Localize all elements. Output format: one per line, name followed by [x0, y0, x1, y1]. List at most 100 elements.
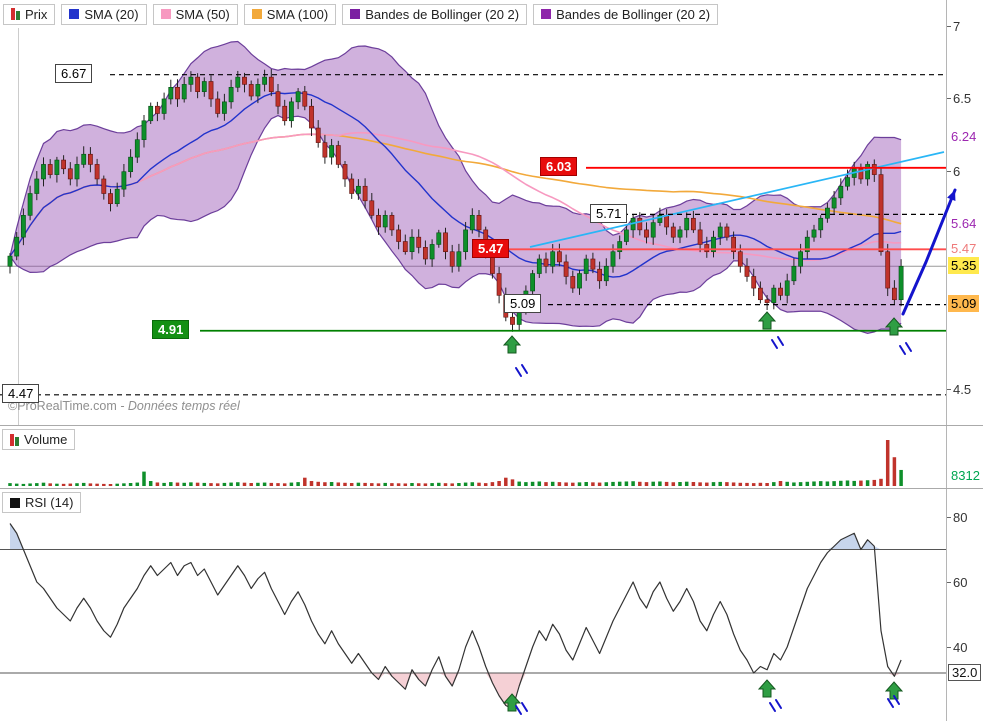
volume-bar[interactable]: [148, 481, 153, 486]
volume-bar[interactable]: [504, 477, 508, 486]
candle[interactable]: [161, 92, 167, 120]
candle[interactable]: [309, 98, 314, 137]
volume-bar[interactable]: [872, 479, 877, 486]
candle[interactable]: [108, 188, 113, 212]
candle[interactable]: [295, 88, 301, 110]
volume-bar[interactable]: [772, 482, 776, 486]
volume-bar[interactable]: [537, 481, 542, 486]
volume-bar[interactable]: [356, 482, 361, 486]
candle[interactable]: [34, 171, 40, 201]
volume-bar[interactable]: [115, 483, 119, 486]
volume-bar[interactable]: [182, 482, 186, 486]
volume-bar[interactable]: [75, 483, 79, 486]
volume-bar[interactable]: [698, 482, 702, 486]
volume-bar[interactable]: [41, 482, 46, 486]
candle[interactable]: [818, 215, 824, 238]
volume-bar[interactable]: [651, 481, 655, 486]
price-level-label[interactable]: 5.09: [504, 294, 542, 314]
bollinger-lower-line[interactable]: [9, 114, 902, 334]
volume-bar[interactable]: [812, 481, 816, 486]
candle[interactable]: [650, 214, 656, 245]
volume-bar[interactable]: [8, 483, 12, 486]
price-level-label[interactable]: 4.47: [2, 384, 40, 404]
candle[interactable]: [751, 268, 757, 297]
candle[interactable]: [670, 222, 676, 243]
candle[interactable]: [362, 178, 368, 209]
candle[interactable]: [282, 99, 288, 126]
volume-bar[interactable]: [785, 481, 789, 486]
candle[interactable]: [402, 234, 408, 255]
volume-bar[interactable]: [483, 483, 488, 486]
volume-bar[interactable]: [336, 482, 341, 486]
volume-bar[interactable]: [725, 482, 729, 486]
volume-bar[interactable]: [175, 482, 180, 486]
volume-bar[interactable]: [885, 440, 890, 486]
candle[interactable]: [275, 84, 281, 115]
volume-bar[interactable]: [591, 482, 595, 486]
candle[interactable]: [376, 208, 381, 235]
candle[interactable]: [784, 273, 790, 304]
candle[interactable]: [248, 80, 254, 101]
volume-bar[interactable]: [497, 481, 501, 486]
candle[interactable]: [396, 224, 401, 250]
volume-bar[interactable]: [564, 482, 568, 486]
candle[interactable]: [215, 91, 221, 118]
price-plot[interactable]: [0, 0, 946, 425]
candle[interactable]: [744, 258, 750, 282]
candle[interactable]: [222, 93, 227, 121]
volume-bar[interactable]: [430, 483, 434, 486]
volume-bar[interactable]: [236, 482, 240, 486]
candle[interactable]: [342, 161, 348, 187]
price-axis[interactable]: 7 6.5 6 4.5 6.24 5.64 5.47 5.35 5.09 8312 80 60 40 32…: [946, 0, 983, 721]
volume-bar[interactable]: [644, 482, 649, 486]
rsi-line[interactable]: [9, 523, 902, 710]
candle[interactable]: [711, 230, 716, 258]
volume-bar[interactable]: [450, 483, 454, 486]
volume-bar[interactable]: [892, 457, 897, 486]
volume-bar[interactable]: [242, 482, 247, 486]
volume-bar[interactable]: [638, 481, 642, 486]
volume-bar[interactable]: [316, 481, 320, 486]
volume-bar[interactable]: [731, 482, 736, 486]
candle[interactable]: [54, 156, 60, 183]
volume-bar[interactable]: [390, 483, 394, 486]
bollinger-band-fill[interactable]: [10, 41, 902, 334]
volume-bar[interactable]: [229, 482, 233, 486]
candle[interactable]: [449, 244, 455, 273]
candle[interactable]: [81, 146, 87, 168]
volume-bar[interactable]: [323, 482, 327, 486]
volume-bar[interactable]: [282, 483, 287, 486]
rsi-legend[interactable]: RSI (14): [2, 492, 82, 513]
sma20-line[interactable]: [9, 91, 902, 278]
candle[interactable]: [262, 69, 267, 92]
candle[interactable]: [168, 79, 174, 105]
volume-bar[interactable]: [517, 481, 521, 486]
volume-bar[interactable]: [664, 481, 669, 486]
candle[interactable]: [590, 252, 596, 274]
volume-legend[interactable]: Volume: [2, 429, 76, 450]
volume-bar[interactable]: [195, 482, 200, 486]
volume-bar[interactable]: [490, 482, 495, 486]
volume-bar[interactable]: [55, 483, 59, 486]
candle[interactable]: [443, 227, 448, 260]
candle[interactable]: [355, 179, 361, 200]
candle[interactable]: [469, 208, 475, 234]
volume-bar[interactable]: [108, 484, 113, 486]
volume-bar[interactable]: [631, 481, 635, 486]
volume-bar[interactable]: [778, 481, 783, 486]
volume-bar[interactable]: [416, 483, 421, 486]
candle[interactable]: [690, 210, 696, 233]
candle[interactable]: [831, 190, 837, 216]
volume-bar[interactable]: [510, 479, 515, 486]
volume-bar[interactable]: [61, 483, 66, 486]
candle[interactable]: [583, 254, 589, 281]
volume-bar[interactable]: [35, 483, 39, 486]
volume-bar[interactable]: [303, 477, 307, 486]
candle[interactable]: [644, 222, 649, 244]
volume-bar[interactable]: [825, 481, 830, 486]
candle[interactable]: [242, 72, 247, 93]
candle[interactable]: [556, 243, 562, 267]
candle[interactable]: [389, 212, 395, 236]
volume-bar[interactable]: [571, 482, 575, 486]
volume-bar[interactable]: [410, 483, 414, 486]
